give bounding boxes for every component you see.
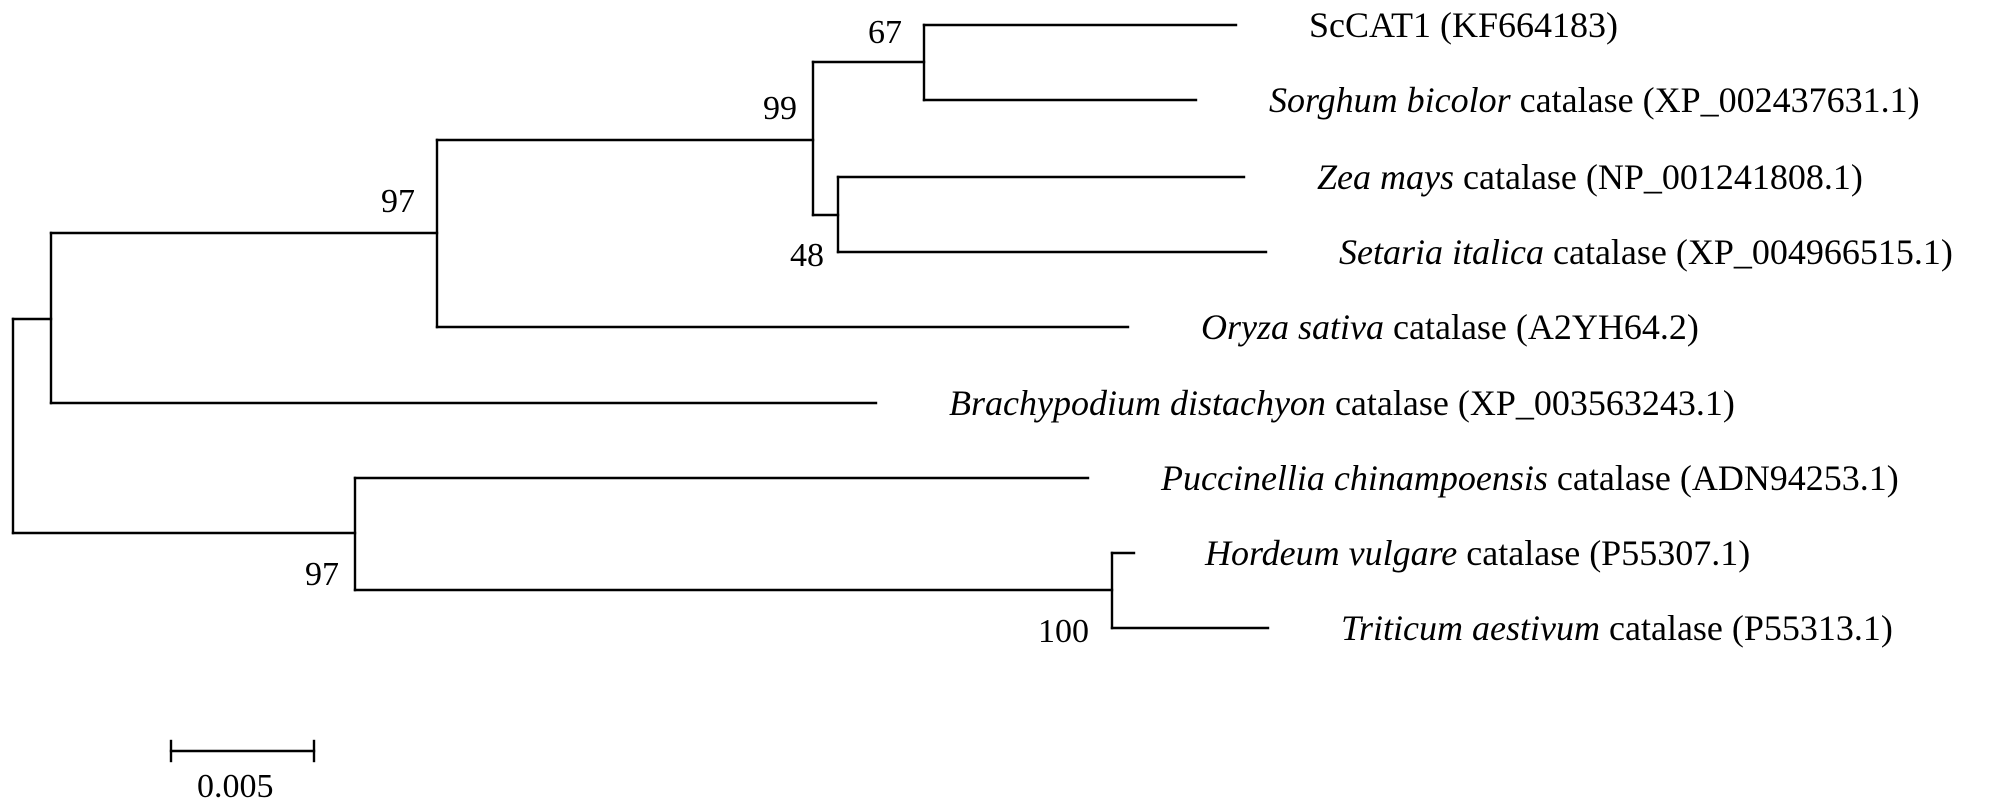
taxon-label-oryza: Oryza sativa catalase (A2YH64.2) [1138, 307, 1744, 347]
tree-branches [11, 23, 1270, 630]
taxon-species: Hordeum vulgare [1204, 533, 1457, 573]
taxon-species: Puccinellia chinampoensis [1160, 458, 1548, 498]
taxon-species: Sorghum bicolor [1269, 80, 1512, 120]
taxon-label-hordeum: Hordeum vulgare catalase (P55307.1) [1142, 533, 1795, 573]
taxon-accession: catalase (XP_004966515.1) [1544, 232, 1953, 272]
bootstrap-oryza-group: 97 [381, 183, 415, 220]
taxon-accession: ScCAT1 (KF664183) [1309, 5, 1618, 45]
taxon-accession: catalase (P55313.1) [1600, 608, 1893, 648]
taxon-accession: catalase (A2YH64.2) [1384, 307, 1699, 347]
taxon-label-puccinellia: Puccinellia chinampoensis catalase (ADN9… [1098, 458, 1944, 498]
taxon-species: Brachypodium distachyon [949, 383, 1326, 423]
taxon-accession: catalase (NP_001241808.1) [1454, 157, 1863, 197]
taxon-accession: catalase (XP_002437631.1) [1511, 80, 1920, 120]
bootstrap-hordeum-triticum: 100 [1038, 613, 1089, 650]
taxon-accession: catalase (P55307.1) [1457, 533, 1750, 573]
taxon-label-zea: Zea mays catalase (NP_001241808.1) [1254, 157, 1908, 197]
taxon-accession: catalase (XP_003563243.1) [1326, 383, 1735, 423]
bootstrap-sccat1-sorghum: 67 [868, 14, 902, 51]
bootstrap-pooideae-group: 97 [305, 556, 339, 593]
bootstrap-values: 67 99 48 97 97 100 [305, 14, 1089, 650]
taxon-accession: catalase (ADN94253.1) [1548, 458, 1899, 498]
taxon-label-brachypodium: Brachypodium distachyon catalase (XP_003… [886, 383, 1780, 423]
scale-bar: 0.005 [169, 739, 316, 805]
bootstrap-sorghum-group: 99 [763, 90, 797, 127]
taxon-species: Zea mays [1317, 157, 1454, 197]
taxon-label-sorghum: Sorghum bicolor catalase (XP_002437631.1… [1206, 80, 1965, 120]
taxon-label-setaria: Setaria italica catalase (XP_004966515.1… [1276, 232, 1998, 272]
taxon-species: Setaria italica [1339, 232, 1544, 272]
scale-bar-label: 0.005 [197, 768, 274, 805]
bootstrap-zea-setaria: 48 [790, 237, 824, 274]
taxon-labels: ScCAT1 (KF664183) Sorghum bicolor catala… [886, 5, 1998, 648]
taxon-species: Oryza sativa [1201, 307, 1384, 347]
taxon-label-sccat1: ScCAT1 (KF664183) [1246, 5, 1663, 45]
taxon-species: Triticum aestivum [1341, 608, 1600, 648]
taxon-label-triticum: Triticum aestivum catalase (P55313.1) [1278, 608, 1938, 648]
